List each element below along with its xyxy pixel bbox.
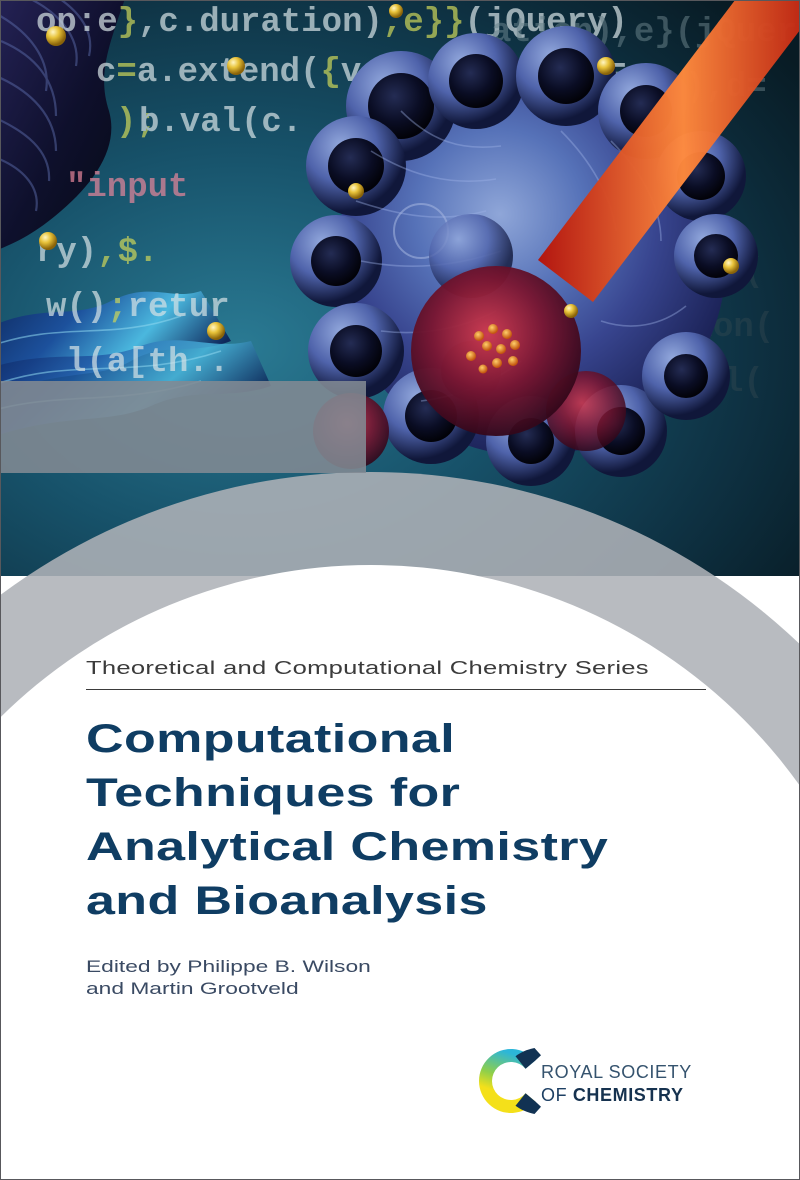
svg-text:ROYAL SOCIETY: ROYAL SOCIETY (541, 1062, 692, 1082)
svg-text:OF CHEMISTRY: OF CHEMISTRY (541, 1085, 684, 1105)
